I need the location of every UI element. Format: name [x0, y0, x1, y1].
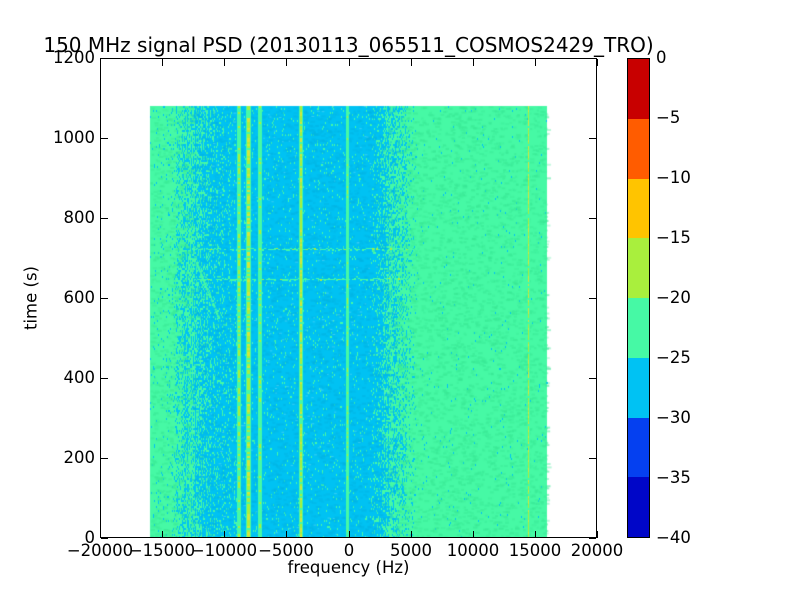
x-axis-label: frequency (Hz) [287, 558, 410, 577]
axis-tick [162, 59, 163, 66]
axis-tick [473, 531, 474, 538]
colorbar-tick-label: −40 [656, 528, 691, 547]
colorbar-band [628, 417, 649, 478]
colorbar-tick-label: −10 [656, 168, 691, 187]
colorbar-tick-label: 0 [656, 48, 667, 67]
x-tick-label: −20000 [66, 541, 134, 560]
y-tick-label: 0 [84, 528, 96, 547]
colorbar-band [628, 238, 649, 298]
axis-tick [101, 378, 108, 379]
colorbar-tick-label: −25 [656, 348, 691, 367]
colorbar-band [628, 59, 649, 119]
y-tick-label: 1200 [53, 48, 95, 67]
axis-tick [286, 531, 287, 538]
y-tick-label: 200 [63, 448, 96, 467]
axis-tick [589, 58, 596, 59]
axis-tick [589, 458, 596, 459]
axis-tick [589, 378, 596, 379]
axis-tick [101, 458, 108, 459]
colorbar-band [628, 357, 649, 418]
axis-tick [100, 59, 101, 66]
axis-tick [589, 218, 596, 219]
colorbar-band [628, 118, 649, 179]
x-tick-label: 5000 [390, 541, 432, 560]
axis-tick [535, 59, 536, 66]
axis-tick [224, 531, 225, 538]
y-tick-label: 1000 [53, 128, 95, 147]
axes-frame [100, 58, 597, 538]
x-tick-label: 10000 [446, 541, 500, 560]
axis-tick [349, 59, 350, 66]
axis-tick [349, 531, 350, 538]
x-tick-label: −5000 [258, 541, 314, 560]
x-tick-label: −15000 [128, 541, 196, 560]
axis-tick [411, 531, 412, 538]
axis-tick [100, 531, 101, 538]
colorbar-tick-label: −30 [656, 408, 691, 427]
axis-tick [589, 298, 596, 299]
colorbar [627, 58, 650, 538]
colorbar-tick-label: −15 [656, 228, 691, 247]
axis-tick [224, 59, 225, 66]
colorbar-tick-label: −5 [656, 108, 681, 127]
axis-tick [101, 298, 108, 299]
axis-tick [535, 531, 536, 538]
plot-title: 150 MHz signal PSD (20130113_065511_COSM… [43, 33, 654, 57]
axis-tick [101, 58, 108, 59]
axis-tick [286, 59, 287, 66]
axis-tick [589, 138, 596, 139]
colorbar-tick-label: −35 [656, 468, 691, 487]
y-tick-label: 400 [63, 368, 96, 387]
axis-tick [162, 531, 163, 538]
axis-tick [101, 538, 108, 539]
colorbar-tick-label: −20 [656, 288, 691, 307]
y-tick-label: 600 [63, 288, 96, 307]
colorbar-band [628, 178, 649, 239]
axis-tick [597, 531, 598, 538]
axis-tick [411, 59, 412, 66]
x-tick-label: 15000 [508, 541, 562, 560]
colorbar-band [628, 477, 649, 537]
axis-tick [101, 138, 108, 139]
x-tick-label: 20000 [570, 541, 624, 560]
axis-tick [589, 538, 596, 539]
spectrogram-heatmap [100, 58, 597, 538]
colorbar-band [628, 298, 649, 358]
y-tick-label: 800 [63, 208, 96, 227]
axis-tick [473, 59, 474, 66]
axis-tick [597, 59, 598, 66]
x-tick-label: 0 [343, 541, 355, 560]
axis-tick [101, 218, 108, 219]
x-tick-label: −10000 [190, 541, 258, 560]
